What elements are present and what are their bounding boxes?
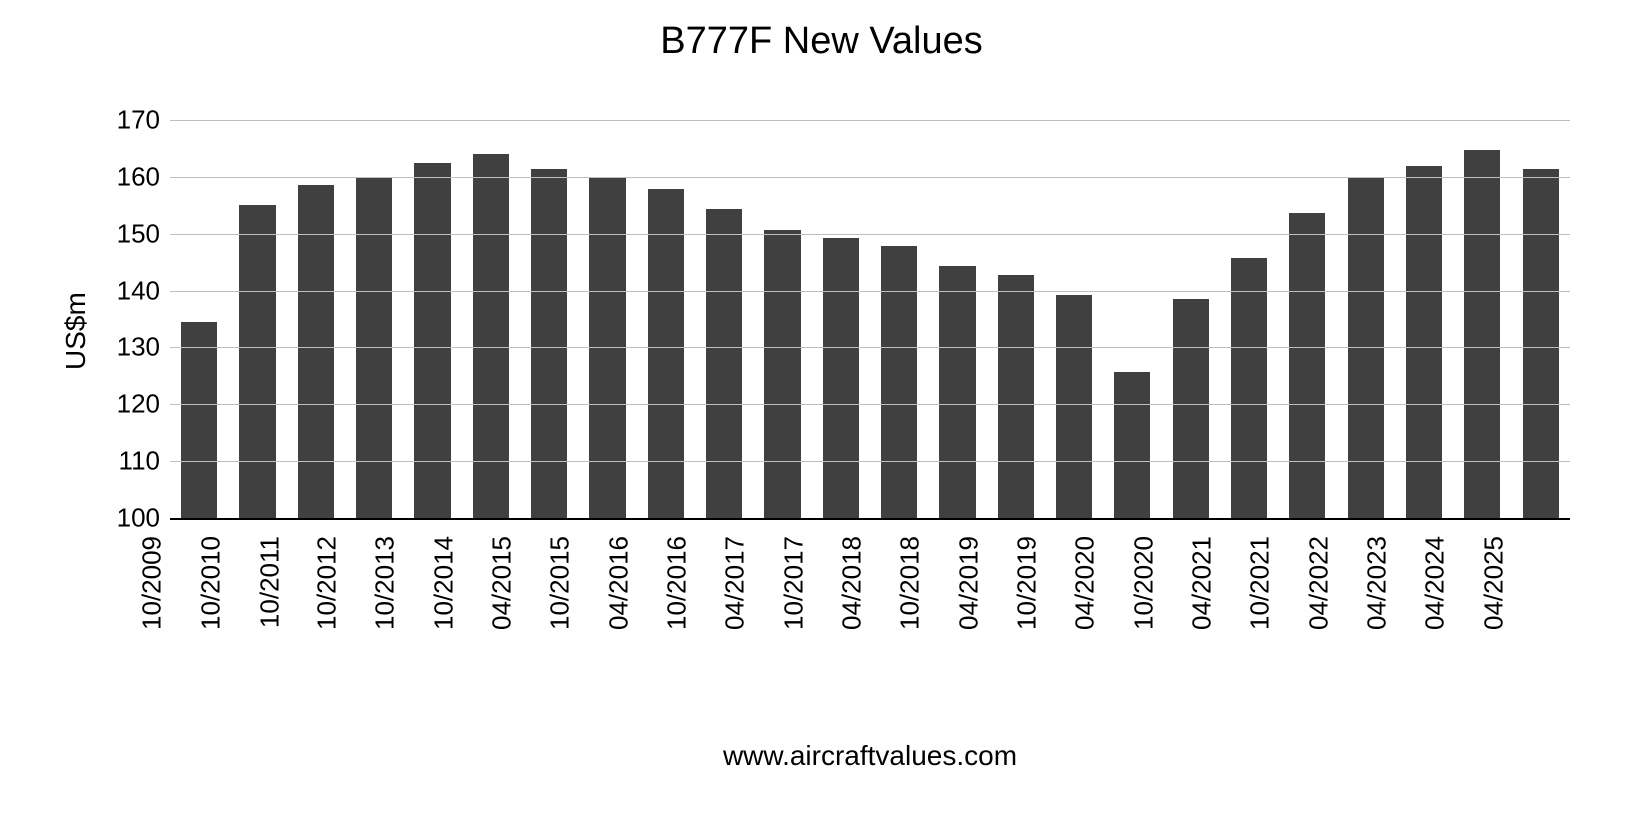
- bar: [1231, 258, 1267, 518]
- bar-column: [578, 120, 636, 518]
- bar-column: [928, 120, 986, 518]
- bar: [414, 163, 450, 518]
- x-tick-label: 10/2020: [1128, 536, 1159, 630]
- x-tick-label: 10/2018: [895, 536, 926, 630]
- x-tick-label: 10/2021: [1245, 536, 1276, 630]
- bar: [823, 238, 859, 518]
- bar-column: [1103, 120, 1161, 518]
- x-tick-label: 04/2017: [720, 536, 751, 630]
- chart-container: B777F New Values US$m 100110120130140150…: [0, 0, 1643, 819]
- x-tick-label: 10/2012: [312, 536, 343, 630]
- y-tick-label: 130: [117, 332, 170, 363]
- bar: [1406, 166, 1442, 519]
- bar: [1464, 150, 1500, 518]
- x-tick-label: 10/2019: [1012, 536, 1043, 630]
- bar-column: [287, 120, 345, 518]
- chart-title: B777F New Values: [0, 20, 1643, 63]
- bar: [298, 185, 334, 518]
- x-tick-label: 10/2009: [137, 536, 168, 630]
- y-tick-label: 140: [117, 275, 170, 306]
- x-tick-label: 10/2014: [428, 536, 459, 630]
- bar-column: [1278, 120, 1336, 518]
- y-tick-label: 150: [117, 218, 170, 249]
- x-tick-label: 04/2016: [603, 536, 634, 630]
- bar-column: [870, 120, 928, 518]
- gridline: [170, 404, 1570, 405]
- gridline: [170, 120, 1570, 121]
- bar: [998, 275, 1034, 518]
- bar-column: [695, 120, 753, 518]
- x-tick-label: 10/2011: [254, 536, 285, 628]
- bar-column: [403, 120, 461, 518]
- gridline: [170, 461, 1570, 462]
- x-tick-label: 04/2024: [1420, 536, 1451, 630]
- x-tick-label: 04/2015: [487, 536, 518, 630]
- bar-column: [1337, 120, 1395, 518]
- bar: [881, 246, 917, 518]
- bar-column: [345, 120, 403, 518]
- x-tick-label: 04/2020: [1070, 536, 1101, 630]
- y-tick-label: 160: [117, 161, 170, 192]
- x-tick-label: 10/2015: [545, 536, 576, 630]
- y-axis-label: US$m: [60, 292, 92, 370]
- y-tick-label: 100: [117, 503, 170, 534]
- bar: [1289, 213, 1325, 518]
- bar-column: [228, 120, 286, 518]
- x-tick-label: 10/2010: [195, 536, 226, 630]
- bar-column: [1045, 120, 1103, 518]
- bar-column: [987, 120, 1045, 518]
- gridline: [170, 177, 1570, 178]
- x-tick-label: 10/2016: [662, 536, 693, 630]
- y-tick-label: 170: [117, 105, 170, 136]
- bar: [181, 322, 217, 518]
- x-tick-label: 10/2017: [778, 536, 809, 630]
- bar-column: [812, 120, 870, 518]
- bar-column: [462, 120, 520, 518]
- bar-column: [753, 120, 811, 518]
- bar: [473, 154, 509, 518]
- x-tick-label: 04/2025: [1478, 536, 1509, 630]
- y-tick-label: 110: [119, 446, 170, 477]
- bar-column: [1162, 120, 1220, 518]
- gridline: [170, 234, 1570, 235]
- bar-column: [170, 120, 228, 518]
- bar: [1056, 295, 1092, 518]
- bar-column: [1512, 120, 1570, 518]
- gridline: [170, 291, 1570, 292]
- plot-area: 100110120130140150160170: [170, 120, 1570, 520]
- bar: [1114, 372, 1150, 518]
- x-tick-label: 10/2013: [370, 536, 401, 630]
- bars-layer: [170, 120, 1570, 518]
- bar: [239, 205, 275, 518]
- x-axis-title: www.aircraftvalues.com: [170, 740, 1570, 772]
- bar-column: [1220, 120, 1278, 518]
- x-tick-label: 04/2018: [837, 536, 868, 630]
- x-tick-label: 04/2021: [1187, 536, 1218, 630]
- x-tick-label: 04/2022: [1303, 536, 1334, 630]
- bar-column: [1395, 120, 1453, 518]
- bar-column: [520, 120, 578, 518]
- gridline: [170, 347, 1570, 348]
- bar: [706, 209, 742, 518]
- bar: [1173, 299, 1209, 518]
- bar: [531, 169, 567, 518]
- bar-column: [637, 120, 695, 518]
- bar: [648, 189, 684, 518]
- bar: [1523, 169, 1559, 518]
- y-tick-label: 120: [117, 389, 170, 420]
- bar: [939, 266, 975, 518]
- x-tick-label: 04/2019: [953, 536, 984, 630]
- x-tick-label: 04/2023: [1362, 536, 1393, 630]
- bar: [764, 230, 800, 518]
- bar-column: [1453, 120, 1511, 518]
